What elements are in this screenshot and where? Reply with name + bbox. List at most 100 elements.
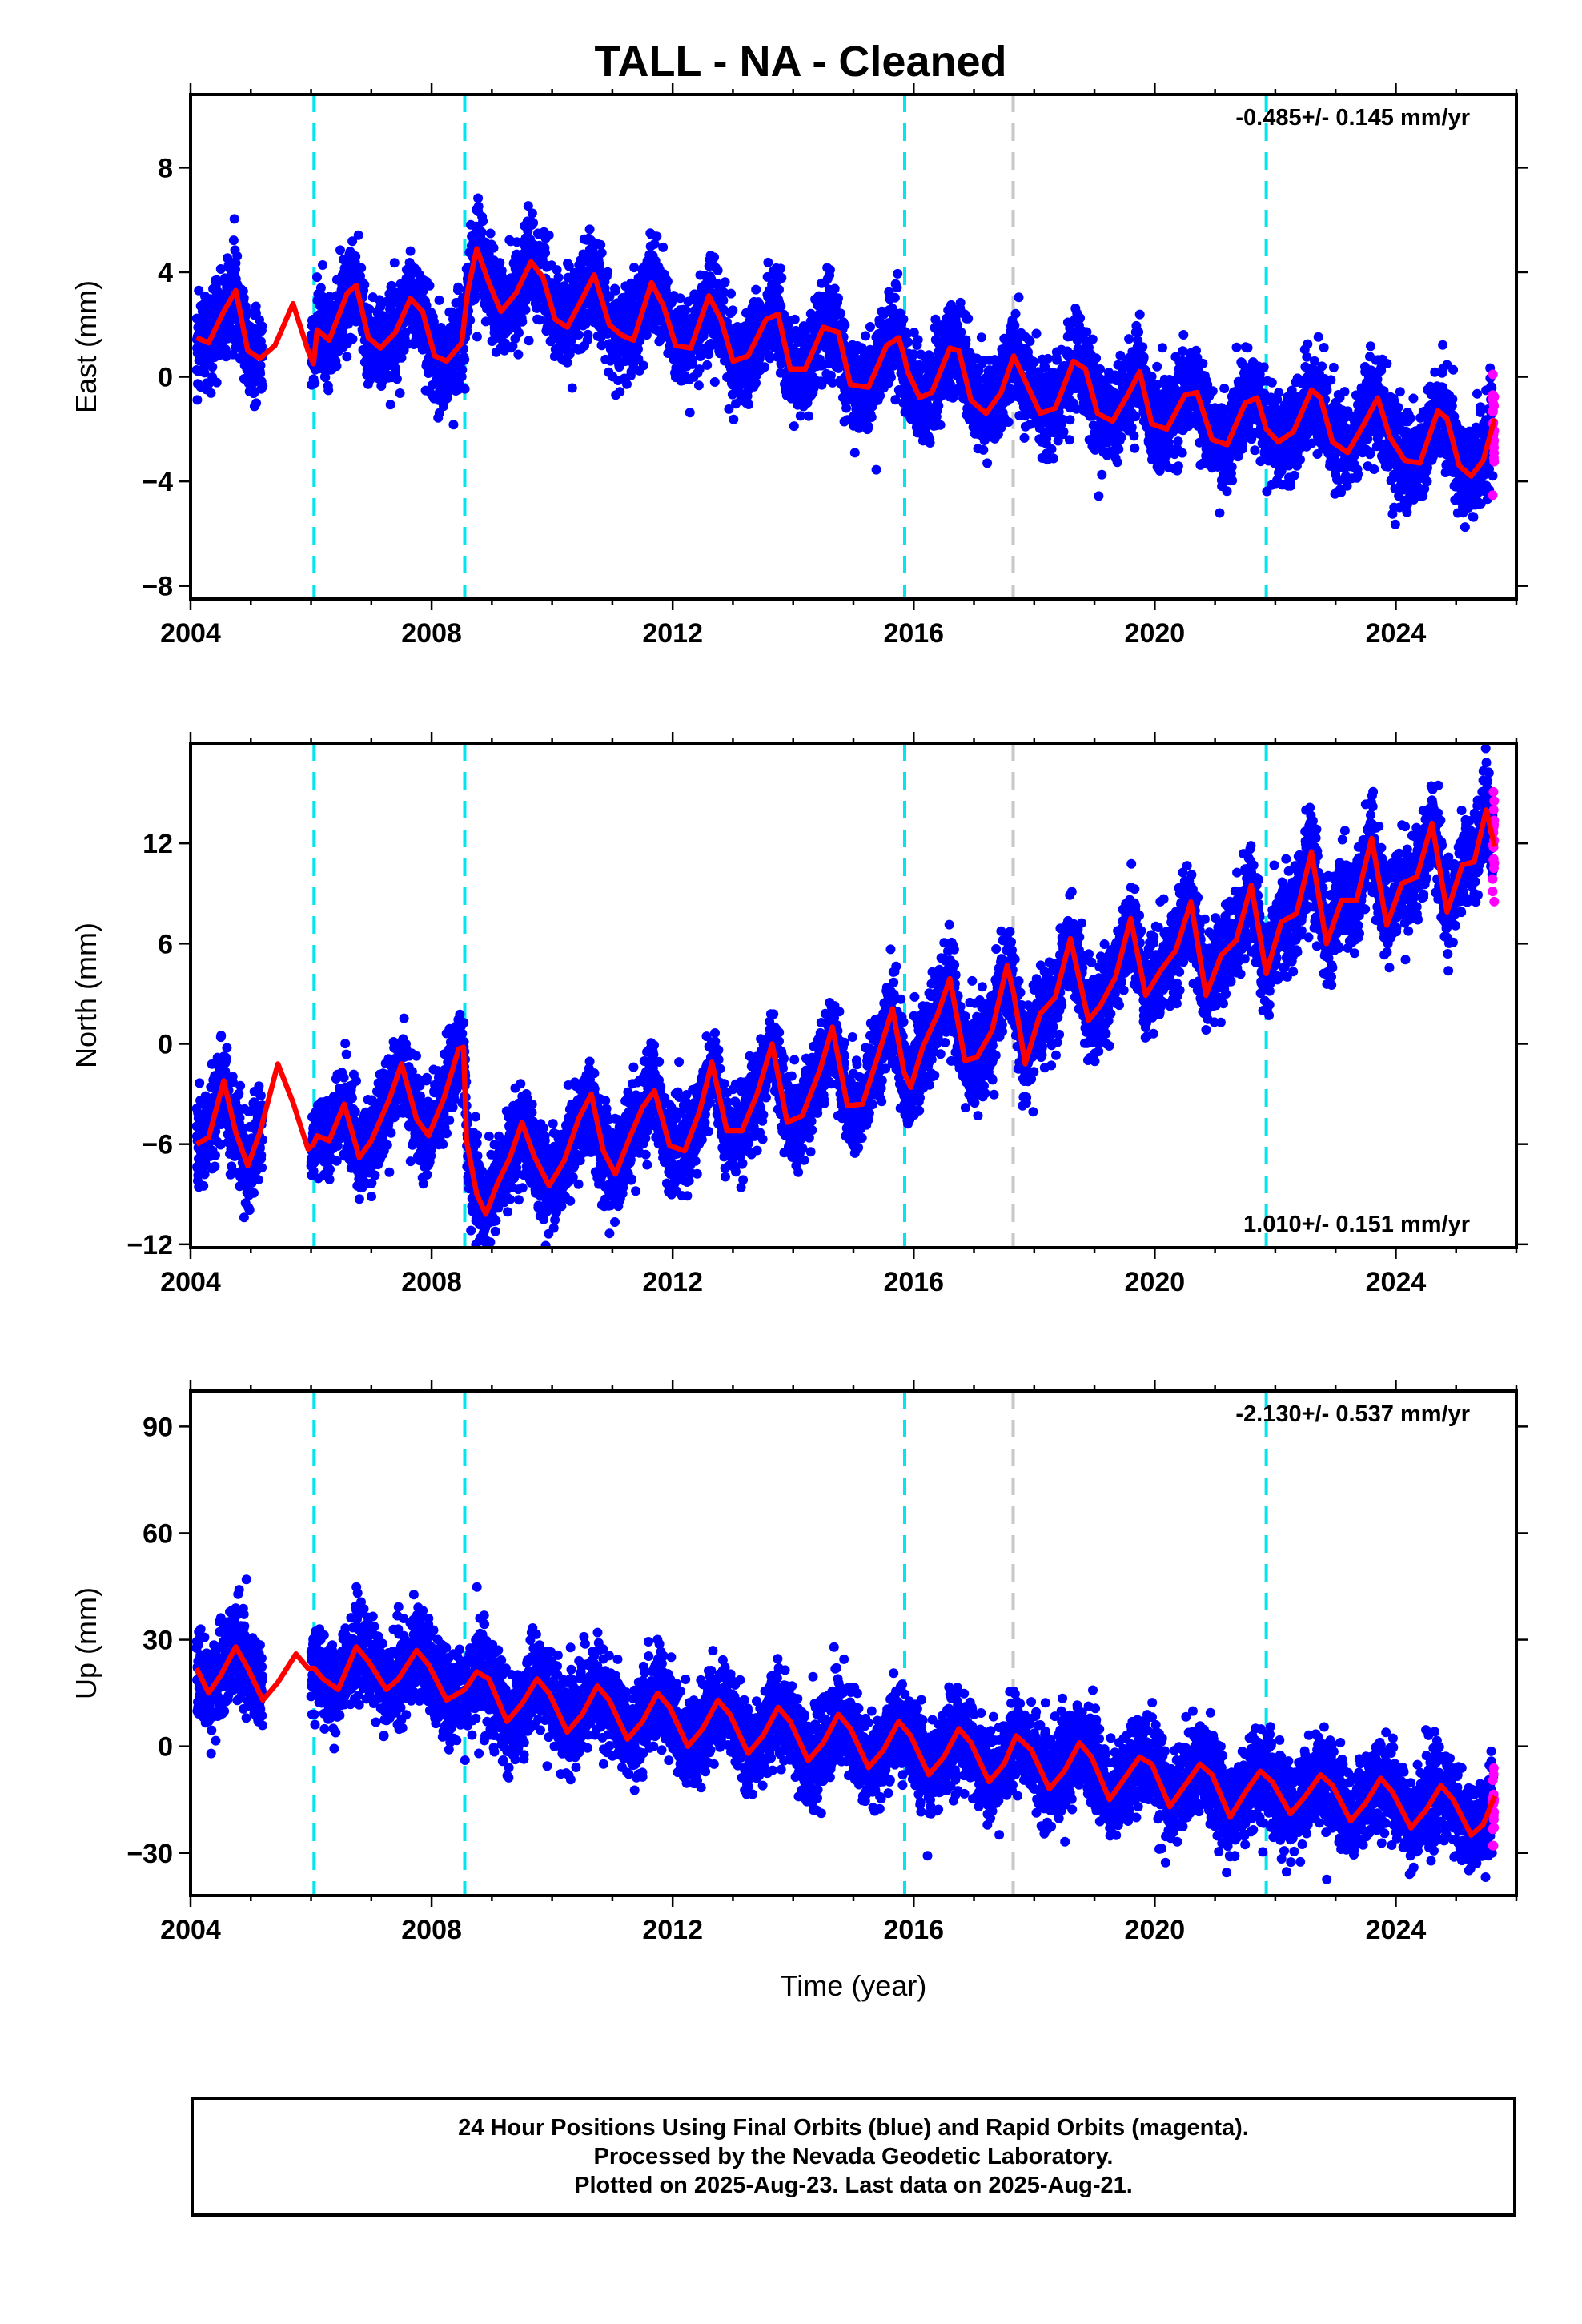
- data-point-final: [517, 316, 528, 327]
- data-point-final: [421, 300, 432, 311]
- data-point-final: [470, 294, 480, 304]
- data-point-final: [335, 245, 345, 255]
- data-point-final: [774, 284, 784, 295]
- data-point-final: [206, 388, 216, 398]
- data-point-final: [527, 208, 537, 219]
- data-point-final: [641, 330, 652, 340]
- data-point-final: [583, 329, 593, 340]
- data-point-final: [961, 335, 971, 345]
- data-point-final: [751, 284, 761, 295]
- data-point-final: [453, 282, 464, 292]
- data-point-final: [702, 360, 713, 370]
- data-point-final: [567, 383, 577, 393]
- data-point-final: [596, 247, 607, 258]
- data-point-final: [447, 307, 457, 317]
- data-point-final: [192, 395, 203, 405]
- data-point-final: [638, 360, 648, 371]
- data-point-final: [524, 336, 534, 346]
- data-point-final: [220, 344, 231, 355]
- data-point-final: [364, 304, 375, 315]
- data-point-final: [849, 448, 860, 458]
- data-point-final: [323, 385, 334, 396]
- data-point-final: [789, 314, 800, 324]
- y-tick-label: −4: [142, 467, 173, 497]
- y-tick-label: −8: [142, 572, 173, 602]
- data-point-final: [258, 380, 268, 391]
- data-point-final: [913, 335, 923, 345]
- data-point-final: [804, 411, 814, 421]
- data-point-final: [310, 378, 320, 388]
- data-point-final: [1014, 292, 1024, 303]
- data-point-final: [207, 362, 218, 372]
- data-point-final: [681, 305, 691, 316]
- y-axis-label-east: East (mm): [70, 280, 102, 413]
- data-point-final: [1010, 320, 1020, 331]
- data-point-final: [1010, 308, 1021, 319]
- data-point-final: [662, 276, 673, 287]
- data-point-final: [424, 280, 435, 291]
- data-point-final: [1048, 453, 1058, 464]
- data-point-final: [1019, 432, 1030, 443]
- data-point-final: [473, 201, 484, 211]
- x-tick-label: 2004: [160, 618, 221, 649]
- data-point-final: [194, 285, 204, 296]
- data-point-final: [448, 420, 459, 430]
- data-point-final: [428, 316, 439, 327]
- data-point-final: [356, 263, 367, 273]
- data-point-final: [776, 263, 786, 274]
- data-point-final: [935, 420, 946, 430]
- data-point-final: [535, 315, 545, 325]
- data-point-final: [211, 377, 222, 388]
- data-point-final: [829, 283, 840, 294]
- data-point-final: [460, 384, 470, 394]
- data-point-final: [898, 314, 909, 324]
- data-point-final: [866, 412, 877, 422]
- data-point-final: [709, 377, 720, 387]
- data-point-final: [861, 331, 871, 341]
- data-point-final: [744, 400, 754, 409]
- data-point-final: [776, 301, 786, 312]
- data-point-final: [934, 400, 944, 411]
- data-point-final: [418, 286, 428, 296]
- data-point-final: [720, 277, 730, 287]
- data-point-final: [390, 363, 400, 373]
- data-point-final: [903, 337, 913, 348]
- data-point-final: [836, 308, 846, 319]
- data-point-final: [713, 265, 723, 275]
- y-tick-label: 8: [158, 153, 173, 183]
- data-point-final: [199, 368, 210, 378]
- data-point-final: [777, 273, 787, 283]
- data-point-final: [315, 283, 326, 293]
- data-point-final: [351, 251, 361, 262]
- data-point-final: [318, 260, 327, 270]
- data-point-final: [342, 352, 352, 362]
- data-point-final: [1003, 417, 1014, 427]
- data-point-final: [685, 408, 695, 418]
- data-point-final: [978, 444, 989, 455]
- data-point-final: [729, 414, 739, 424]
- data-point-final: [885, 372, 896, 383]
- data-point-final: [1046, 444, 1057, 454]
- data-point-final: [553, 272, 564, 283]
- data-point-final: [320, 372, 331, 383]
- data-point-final: [693, 380, 704, 391]
- data-point-final: [840, 320, 850, 330]
- data-point-final: [544, 230, 554, 240]
- data-point-final: [726, 288, 736, 299]
- data-point-final: [833, 293, 843, 304]
- data-point-final: [257, 321, 267, 332]
- data-point-final: [728, 305, 738, 316]
- x-tick-label: 2024: [1366, 618, 1427, 649]
- data-point-final: [892, 283, 902, 293]
- data-point-final: [825, 265, 835, 275]
- data-point-final: [396, 352, 407, 363]
- data-point-final: [215, 264, 226, 274]
- data-point-final: [331, 361, 342, 372]
- data-point-final: [478, 216, 488, 227]
- data-point-final: [603, 267, 613, 277]
- data-point-final: [863, 423, 873, 433]
- data-point-final: [324, 292, 335, 302]
- x-tick-label: 2020: [1125, 618, 1186, 649]
